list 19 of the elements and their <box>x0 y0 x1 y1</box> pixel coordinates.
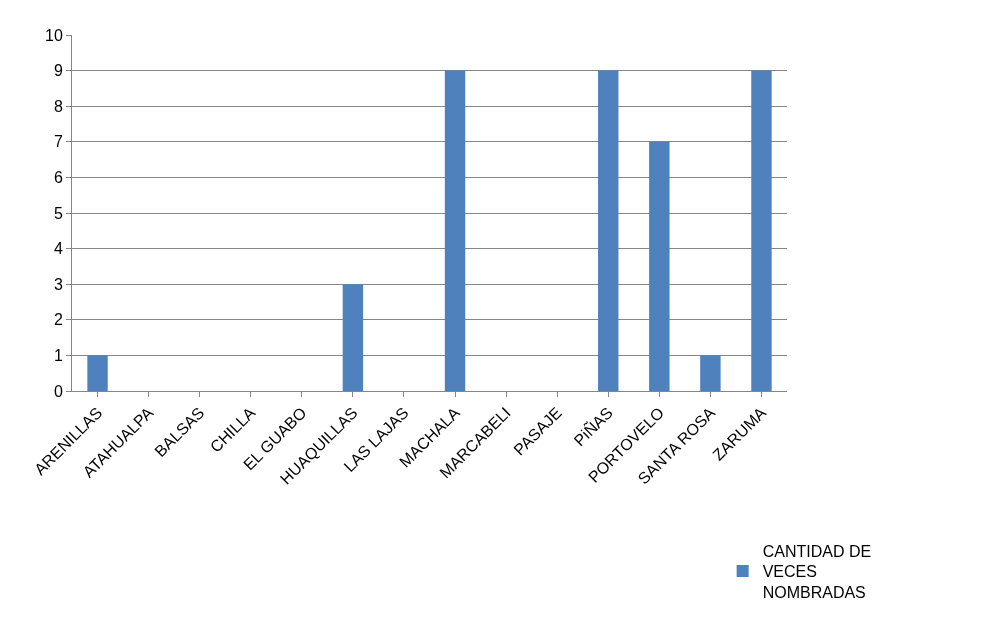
y-tick-label: 7 <box>53 133 63 151</box>
y-tick-label: 0 <box>53 382 63 400</box>
bar <box>751 70 772 391</box>
y-tick-label: 3 <box>53 275 63 293</box>
bar <box>598 70 619 391</box>
y-tick-label: 9 <box>53 62 63 80</box>
bar <box>444 70 466 391</box>
bar <box>700 355 721 391</box>
y-tick-label: 6 <box>53 169 63 186</box>
y-tick-label: 10 <box>45 26 63 44</box>
bar <box>87 355 108 391</box>
bar <box>649 141 670 391</box>
y-tick-label: 2 <box>53 311 63 329</box>
y-tick-label: 5 <box>53 204 63 222</box>
y-tick-label: 4 <box>53 240 63 258</box>
bar <box>342 284 364 391</box>
y-tick-label: 8 <box>53 97 63 115</box>
y-tick-label: 1 <box>53 347 63 364</box>
legend-label: CANTIDAD DE VECES NOMBRADAS <box>762 542 872 602</box>
